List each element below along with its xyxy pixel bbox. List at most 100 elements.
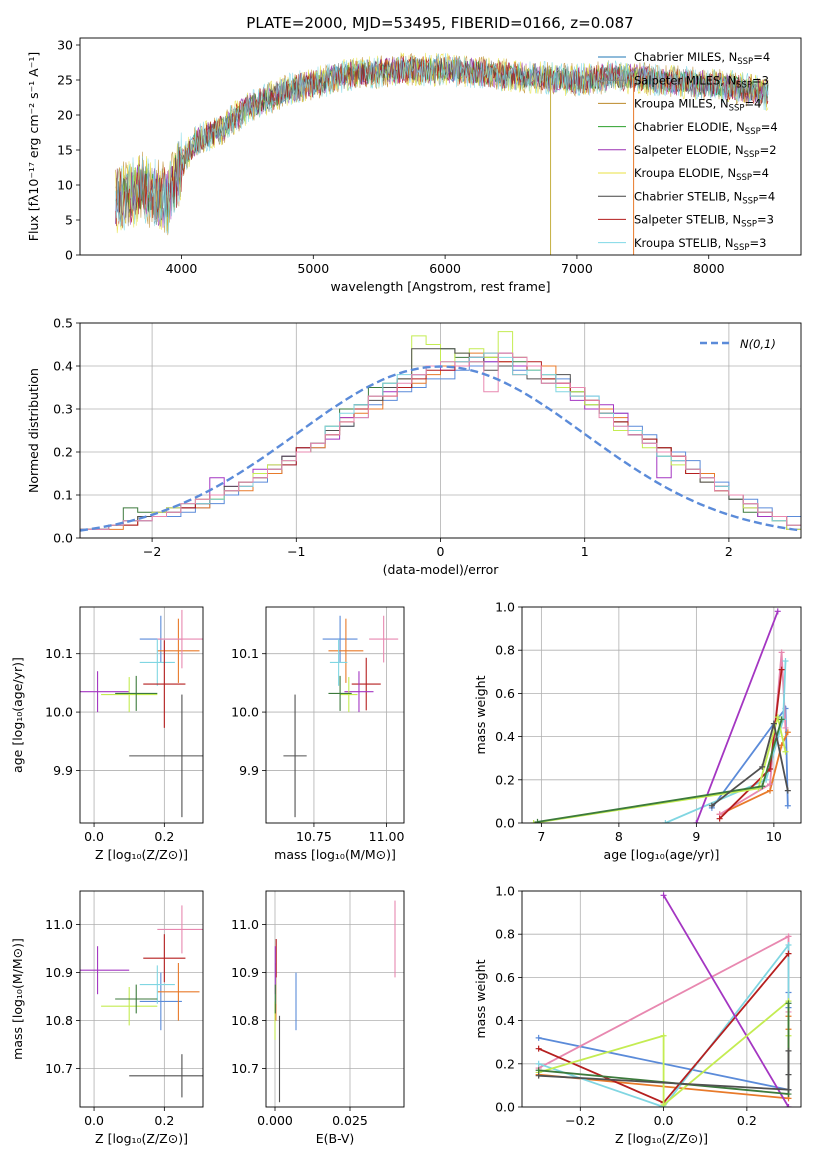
legend-nssp-value: 3 xyxy=(759,236,766,250)
legend-series-name: Salpeter STELIB xyxy=(634,213,725,227)
x-tick-label: 10.75 xyxy=(296,829,332,844)
panel-6: 0.000 0.025 10.7 10.8 10.9 11.0 E(B-V) xyxy=(231,890,405,1146)
plot-frame xyxy=(79,322,802,539)
errorbar-point xyxy=(157,609,203,669)
weight-marker xyxy=(759,783,766,790)
legend-nssp-prefix: , N xyxy=(725,213,741,227)
errorbar-point xyxy=(283,694,307,818)
plot-frame xyxy=(265,890,405,1108)
errorbars xyxy=(274,900,396,1103)
legend-label: Chabrier MILES, NSSP=4 xyxy=(634,50,770,67)
x-tick-label: 8000 xyxy=(693,261,725,276)
legend-nssp-sub: SSP xyxy=(741,220,757,230)
legend: N(0,1) xyxy=(700,337,776,351)
errorbar-point xyxy=(101,677,158,713)
legend-nssp-eq: = xyxy=(760,143,770,157)
legend-series-name: Kroupa MILES xyxy=(634,97,713,111)
y-tick-label: 25 xyxy=(57,73,73,88)
y-tick-label: 0.3 xyxy=(53,402,73,417)
y-tick-label: 0.2 xyxy=(53,445,73,460)
legend-nssp-eq: = xyxy=(752,73,762,87)
normal-curve xyxy=(80,365,801,532)
y-tick-label: 1.0 xyxy=(495,600,515,615)
weight-marker xyxy=(782,748,789,755)
errorbar-point xyxy=(143,640,186,728)
legend-nssp-eq: = xyxy=(753,50,763,64)
x-tick-label: 0.000 xyxy=(257,1113,293,1128)
x-tick-label: 0.0 xyxy=(654,1113,674,1128)
weight-marker xyxy=(535,1067,542,1074)
legend-nssp-prefix: , N xyxy=(718,236,734,250)
weight-marker xyxy=(660,1032,667,1039)
x-tick-label: 0.2 xyxy=(154,829,174,844)
y-tick-label: 0.2 xyxy=(495,1056,515,1071)
x-tick-label: 9 xyxy=(692,829,700,844)
y-tick-label: 9.9 xyxy=(239,763,259,778)
panel-1: −2 −1 0 1 2 0.0 0.1 0.2 0.3 0.4 0.5 (data-model)/er… xyxy=(26,316,802,577)
weight-marker xyxy=(770,720,777,727)
x-tick-label: −1 xyxy=(287,544,305,559)
y-axis-label: mass weight xyxy=(473,959,488,1038)
x-axis-label: mass [log₁₀(M/M⊙)] xyxy=(274,847,396,862)
errorbar-point xyxy=(157,963,200,1021)
y-tick-label: 10.1 xyxy=(231,646,259,661)
legend-nssp-prefix: , N xyxy=(728,143,744,157)
legend-nssp-sub: SSP xyxy=(744,150,760,160)
legend-series-name: Chabrier STELIB xyxy=(634,189,726,203)
x-tick-label: 0.0 xyxy=(84,1113,104,1128)
legend-nssp-prefix: , N xyxy=(713,97,729,111)
y-tick-label: 0.1 xyxy=(53,488,73,503)
y-tick-label: 11.0 xyxy=(231,917,259,932)
weight-lines xyxy=(535,892,792,1107)
errorbars xyxy=(80,905,203,1098)
legend-nssp-eq: = xyxy=(761,120,771,134)
weight-marker xyxy=(782,658,789,664)
panel-2: 0.0 0.2 9.9 10.0 10.1 Z [log₁₀(Z/Z⊙)] age [log… xyxy=(10,606,204,862)
x-tick-label: 7 xyxy=(537,829,545,844)
weight-series xyxy=(533,716,787,823)
spectrum-line xyxy=(115,53,769,234)
legend-nssp-value: 2 xyxy=(769,143,776,157)
legend-nssp-value: 4 xyxy=(770,120,777,134)
weight-series xyxy=(719,731,789,816)
legend-nssp-eq: = xyxy=(757,213,767,227)
legend-nssp-prefix: , N xyxy=(720,166,736,180)
y-tick-label: 10.8 xyxy=(231,1013,259,1028)
y-tick-label: 10 xyxy=(57,178,73,193)
weight-marker xyxy=(767,781,773,788)
weight-marker xyxy=(535,1072,542,1079)
x-tick-label: −2 xyxy=(143,544,161,559)
y-tick-label: 9.9 xyxy=(53,763,73,778)
spectrum-lines xyxy=(115,52,769,255)
panel-0: 4000 5000 6000 7000 8000 0 5 10 15 20 25 30 waveleng… xyxy=(26,37,802,294)
x-tick-label: 11.00 xyxy=(369,829,405,844)
weight-series xyxy=(538,1050,790,1091)
weight-marker xyxy=(708,802,715,809)
y-tick-label: 0.0 xyxy=(53,531,73,546)
panel-7: −0.2 0.0 0.2 0.0 0.2 0.4 0.6 0.8 1.0 Z [log₁₀(Z/Z… xyxy=(473,884,802,1146)
plot-frame xyxy=(521,606,802,824)
errorbar-point xyxy=(328,675,352,711)
legend-nssp-prefix: , N xyxy=(720,73,736,87)
weight-marker xyxy=(660,892,667,899)
legend-label: N(0,1) xyxy=(740,337,776,351)
weight-marker xyxy=(716,815,723,822)
panel-5: 0.0 0.2 10.7 10.8 10.9 11.0 Z [log₁₀(Z/Z⊙)] mas… xyxy=(10,890,204,1146)
weight-marker xyxy=(785,1086,792,1093)
x-tick-label: 0.0 xyxy=(84,829,104,844)
plot-frame xyxy=(79,37,802,256)
errorbar-point xyxy=(322,615,358,663)
y-tick-label: 10.7 xyxy=(45,1061,73,1076)
y-axis-label: mass weight xyxy=(473,675,488,754)
weight-marker xyxy=(784,802,791,809)
legend-series-name: Kroupa ELODIE xyxy=(634,166,720,180)
errorbars xyxy=(283,615,399,818)
weight-series xyxy=(665,660,787,823)
y-tick-label: 0.5 xyxy=(53,316,73,331)
errorbar-point xyxy=(129,1054,203,1098)
weight-marker xyxy=(782,724,789,731)
legend-nssp-eq: = xyxy=(744,97,754,111)
weight-marker xyxy=(535,1060,542,1067)
y-tick-label: 10.7 xyxy=(231,1061,259,1076)
